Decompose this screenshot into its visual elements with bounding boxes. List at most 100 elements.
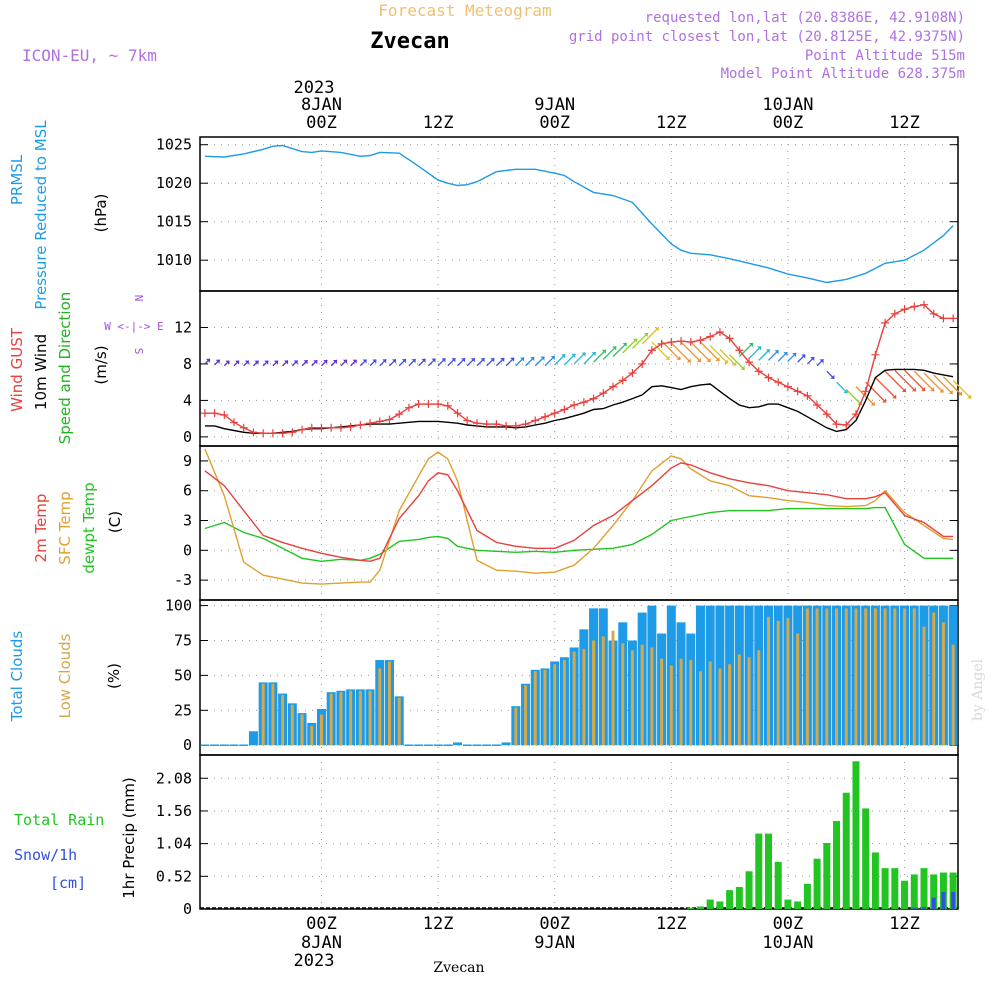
gust-marker [540,412,549,421]
wind-arrow-shaft [651,341,670,361]
low-cloud-bar [922,626,926,746]
cloud-bar-group [744,605,754,746]
low-cloud-bar [524,685,528,746]
low-cloud-bar [378,668,382,746]
wind-arrow-head [441,358,446,363]
wind-arrow-head [892,394,897,399]
rain-bar [833,821,841,909]
cloud-bar-group [375,660,385,746]
wind-arrow-head [921,386,926,391]
wind-speed-line [204,368,954,434]
gust-marker [657,339,666,348]
gust-marker [861,387,870,396]
wind-arrow-head [774,350,779,355]
cloud-bar-group [657,633,667,746]
bottom-year-label: 2023 [294,951,335,971]
wind-arrow-head [723,359,728,364]
low-cloud-bar [805,608,809,746]
low-cloud-bar [815,608,819,746]
point-altitude: Point Altitude 515m [805,48,965,64]
low-cloud-bar [611,630,615,746]
cloud-bar-group [394,696,404,746]
low-cloud-bar [339,692,343,746]
wind-ytick-label: 4 [183,391,192,409]
cloud-bar-group [841,605,851,746]
gust-marker [249,428,258,437]
wind-arrow-head [765,349,770,354]
wind-ytick-label: 8 [183,355,192,373]
gust-marker [375,417,384,426]
top-time-label: 00Z [539,113,570,133]
rain-bar [765,833,772,909]
cloud-bar-group [686,633,696,746]
top-time-label: 12Z [656,113,687,133]
gust-marker [511,421,520,430]
rain-bar [901,880,909,909]
wind-arrow-head [470,358,475,363]
cloud-bar-group [725,605,735,746]
cloud-bar-group [676,622,686,746]
gust-marker [434,400,443,409]
rain-bar [939,872,947,909]
wind-arrow-head [372,359,377,364]
gust-marker [210,409,219,418]
wind-arrow-shaft [612,342,628,358]
wind-frame [199,290,959,447]
wind-arrow-head [530,357,535,362]
wind-arrow-head [581,352,586,357]
rain-bar [726,890,734,909]
cloud-bar-group [559,657,569,746]
bottom-date-label: 9JAN [534,933,575,953]
gust-marker [531,416,540,425]
wind-arrow-head [411,359,416,364]
cloud-bar-group [802,605,812,746]
cloud-bar-group [705,605,715,746]
pressure-labels: PRMSL Pressure Reduced to MSL (hPa) [8,120,110,310]
wind-labels: Wind GUST 10m Wind Speed and Direction (… [8,292,164,445]
pressure-ytick-label: 1010 [156,251,192,269]
cloud-bar-group [861,605,871,746]
cloud-bar-group [365,689,375,746]
wind-arrow-head [225,360,230,365]
gust-marker [793,387,802,396]
rain-label: Total Rain [14,811,104,829]
wind-arrow-shaft [700,341,720,362]
bottom-time-label: 12Z [889,914,920,934]
gust-marker [502,421,511,430]
wind-direction-arrow [631,332,649,349]
cloud-bar-group [268,682,278,746]
wind-direction-arrow [340,359,348,367]
low-cloud-bar [543,669,547,746]
wind-arrow-shaft [894,369,917,392]
cloud-bar-group [647,605,657,746]
gust-marker [220,411,229,419]
wind-arrow-head [540,356,545,361]
wind-direction-arrow [359,359,368,367]
wind-direction-arrow [816,358,824,367]
gust-marker [647,346,656,355]
wind-direction-arrow [525,356,535,367]
gridpoint-coords: grid point closest lon,lat (20.8125E, 42… [569,29,965,45]
cloud-bar-group [579,629,589,746]
wind-direction-arrow [865,381,887,403]
cloud-bar-group [822,605,832,746]
cloud-bar-group [900,605,910,746]
temp-ytick-label: 6 [183,482,192,500]
cloud-bar-group [598,608,608,746]
gust-marker [395,410,404,419]
gust-marker [404,403,413,412]
wind-arrow-head [819,359,824,364]
wind-arrow-head [303,360,308,365]
wind-direction-arrow [437,357,446,367]
cloud-bar-group [287,703,297,746]
wind-arrow-head [451,358,456,363]
temp-ytick-label: 9 [183,452,192,470]
direction-label: Speed and Direction [56,292,74,445]
wind-direction-arrow [418,358,427,367]
wind-direction-arrow [602,345,617,360]
wind-arrow-shaft [641,326,660,345]
gust-marker [667,338,676,347]
gust-marker [677,337,686,346]
gust-marker [472,419,481,428]
gust-marker [550,409,559,418]
